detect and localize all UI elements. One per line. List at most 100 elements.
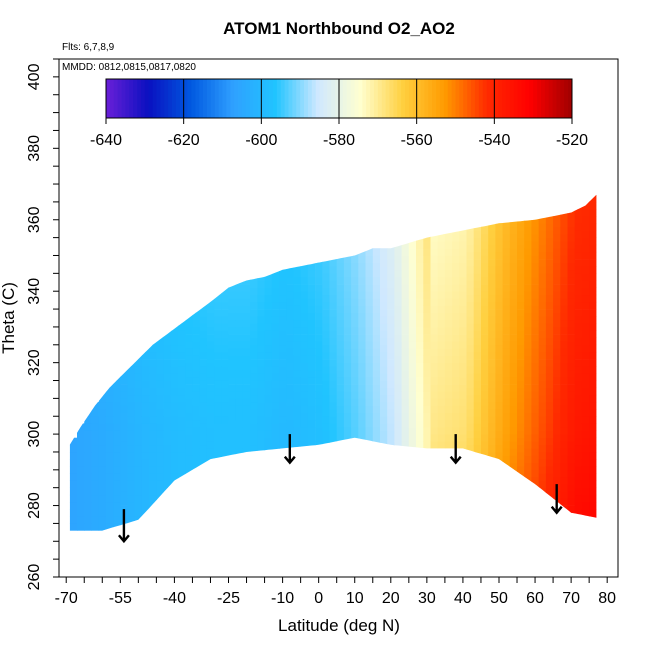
- field-cell: [199, 309, 208, 317]
- field-cell: [401, 355, 410, 363]
- field-cell: [473, 230, 482, 238]
- field-cell: [343, 412, 352, 421]
- field-cell: [560, 298, 568, 306]
- field-cell: [214, 323, 222, 331]
- colorbar-swatch: [172, 79, 177, 118]
- field-cell: [315, 319, 323, 328]
- field-cell: [300, 419, 309, 428]
- field-cell: [185, 419, 193, 428]
- field-cell: [473, 366, 482, 374]
- field-cell: [567, 434, 576, 442]
- colorbar-swatch: [533, 79, 538, 118]
- field-cell: [149, 359, 157, 367]
- field-cell: [322, 280, 330, 288]
- field-cell: [315, 412, 323, 421]
- field-cell: [524, 362, 532, 371]
- colorbar-swatch: [175, 79, 181, 118]
- field-cell: [336, 269, 345, 278]
- field-cell: [545, 273, 554, 281]
- field-cell: [509, 391, 518, 399]
- field-cell: [567, 334, 576, 342]
- field-cell: [206, 384, 215, 392]
- field-cell: [228, 319, 237, 328]
- field-cell: [322, 437, 330, 446]
- field-cell: [502, 319, 511, 328]
- field-cell: [141, 473, 150, 481]
- field-cell: [509, 312, 518, 321]
- field-cell: [380, 309, 388, 317]
- field-cell: [315, 369, 323, 378]
- field-cell: [322, 294, 330, 303]
- field-cell: [163, 351, 172, 360]
- field-cell: [134, 359, 143, 367]
- colorbar-swatch: [214, 79, 220, 118]
- field-cell: [524, 284, 532, 292]
- colorbar-swatch: [373, 79, 379, 118]
- field-cell: [300, 412, 309, 421]
- field-cell: [235, 341, 244, 349]
- field-cell: [120, 484, 128, 492]
- field-cell: [315, 376, 323, 385]
- field-cell: [596, 291, 597, 299]
- colorbar-swatch: [125, 79, 130, 118]
- field-cell: [581, 209, 590, 217]
- colorbar-swatch: [377, 79, 383, 118]
- field-cell: [408, 262, 417, 271]
- field-cell: [574, 273, 583, 281]
- field-cell: [365, 405, 374, 413]
- field-cell: [199, 323, 208, 331]
- field-cell: [574, 437, 583, 446]
- field-cell: [589, 452, 597, 460]
- field-cell: [199, 344, 208, 353]
- field-cell: [105, 416, 114, 424]
- colorbar-swatch: [346, 79, 352, 118]
- field-cell: [394, 284, 402, 292]
- field-cell: [581, 251, 590, 260]
- field-cell: [459, 312, 467, 321]
- field-cell: [488, 237, 496, 246]
- field-cell: [214, 330, 222, 338]
- field-cell: [481, 262, 489, 271]
- field-cell: [372, 419, 381, 428]
- field-cell: [250, 280, 258, 288]
- colorbar-swatch: [537, 79, 542, 118]
- field-cell: [257, 430, 265, 438]
- field-cell: [156, 473, 164, 481]
- field-cell: [206, 412, 215, 421]
- field-cell: [351, 427, 359, 435]
- field-cell: [228, 384, 237, 392]
- field-cell: [481, 305, 489, 313]
- field-cell: [531, 291, 539, 299]
- field-cell: [279, 380, 287, 388]
- field-cell: [423, 312, 431, 321]
- field-cell: [134, 502, 143, 510]
- field-cell: [307, 305, 316, 313]
- field-cell: [538, 359, 547, 367]
- field-cell: [329, 373, 338, 381]
- field-cell: [495, 223, 503, 231]
- field-cell: [581, 351, 590, 360]
- field-cell: [560, 348, 568, 356]
- field-cell: [250, 409, 258, 417]
- field-cell: [560, 491, 568, 499]
- field-cell: [423, 405, 431, 413]
- field-cell: [170, 351, 179, 360]
- field-cell: [524, 369, 532, 378]
- field-cell: [524, 376, 532, 385]
- field-cell: [149, 494, 157, 503]
- field-cell: [242, 376, 251, 385]
- field-cell: [495, 259, 503, 267]
- field-cell: [509, 255, 518, 263]
- field-cell: [365, 355, 374, 363]
- field-cell: [553, 234, 561, 242]
- field-cell: [113, 430, 121, 438]
- field-cell: [84, 487, 92, 496]
- field-cell: [416, 248, 424, 256]
- field-cell: [596, 434, 597, 442]
- field-cell: [524, 462, 532, 471]
- field-cell: [502, 298, 511, 306]
- field-cell: [242, 427, 251, 435]
- field-cell: [163, 387, 172, 396]
- field-cell: [502, 326, 511, 335]
- field-cell: [185, 348, 193, 356]
